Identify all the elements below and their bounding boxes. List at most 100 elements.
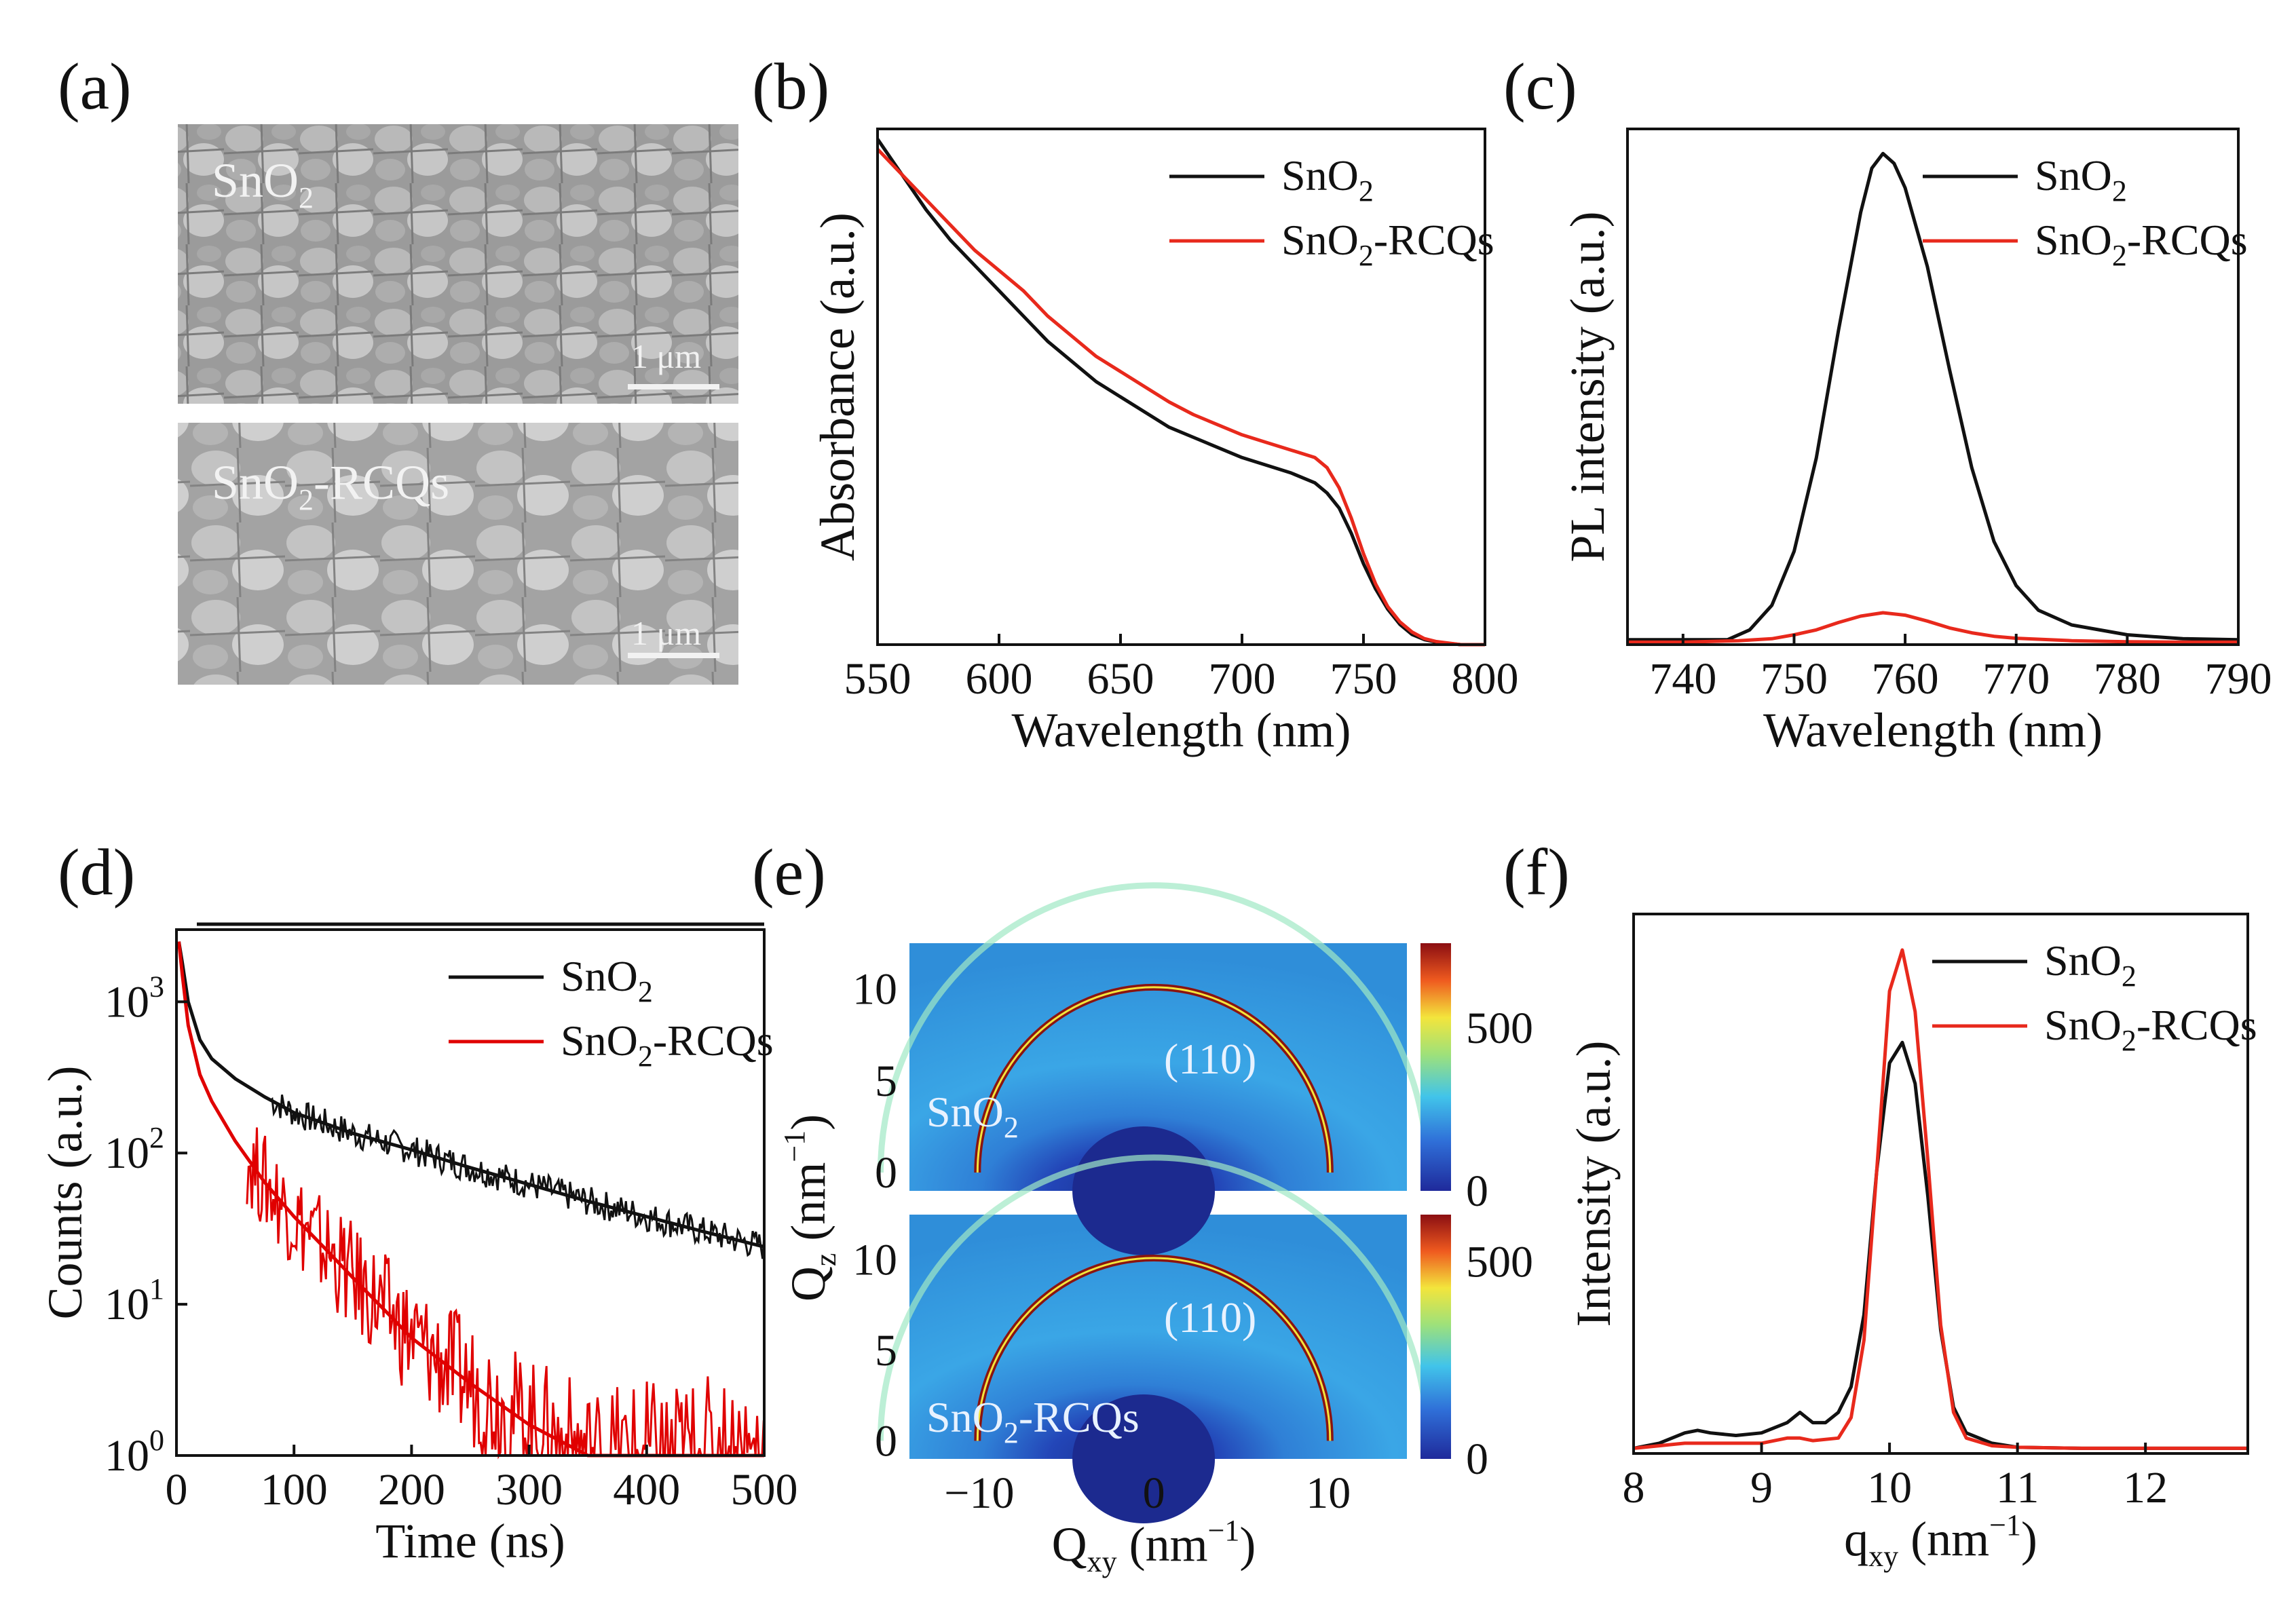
x-tick-label-b-3: 700 bbox=[1209, 654, 1276, 704]
legend-label-d-1: SnO2-RCQs bbox=[561, 1016, 774, 1073]
x-tick-label-c-1: 750 bbox=[1761, 654, 1828, 704]
x-tick-label-b-0: 550 bbox=[844, 654, 911, 704]
x-tick-label-b-2: 650 bbox=[1087, 654, 1154, 704]
colorbar-bottom bbox=[1420, 1215, 1451, 1459]
legend-label-b-0: SnO2 bbox=[1281, 151, 1374, 208]
x-axis-title-c: Wavelength (nm) bbox=[1763, 703, 2103, 757]
panel-d-label: (d) bbox=[58, 836, 135, 909]
x-tick-label-d-1: 100 bbox=[261, 1465, 328, 1515]
scale-bar-bottom bbox=[628, 653, 719, 658]
e-y-tick-label-0-2: 10 bbox=[852, 965, 897, 1014]
peak-label-top: (110) bbox=[1164, 1035, 1256, 1083]
e-y-tick-label-1-2: 10 bbox=[852, 1236, 897, 1285]
x-tick-label-c-4: 780 bbox=[2094, 654, 2161, 704]
panel-e-label: (e) bbox=[752, 836, 826, 909]
colorbar-top bbox=[1420, 943, 1451, 1191]
sem-top-label: SnO2 bbox=[212, 153, 314, 214]
plot-frame-b bbox=[876, 128, 1486, 646]
panel-b-label: (b) bbox=[752, 50, 829, 123]
e-x-tick-label-1: 0 bbox=[1143, 1468, 1165, 1518]
x-tick-label-c-0: 740 bbox=[1649, 654, 1716, 704]
legend-label-f-0: SnO2 bbox=[2044, 936, 2137, 993]
y-tick-label-d-1: 101 bbox=[105, 1272, 164, 1329]
x-tick-label-c-5: 790 bbox=[2205, 654, 2272, 704]
panel-a: (a) SnO2 SnO2-RCQs 1 μm 1 μm bbox=[58, 50, 738, 685]
e-x-tick-label-2: 10 bbox=[1306, 1468, 1351, 1518]
x-tick-label-d-3: 300 bbox=[495, 1465, 563, 1515]
x-tick-label-b-1: 600 bbox=[966, 654, 1033, 704]
series-noise-d-0 bbox=[269, 1095, 766, 1259]
x-tick-label-d-4: 400 bbox=[613, 1465, 680, 1515]
ring-110-core-1 bbox=[976, 1257, 1332, 1441]
series-line-f-1 bbox=[1633, 948, 2248, 1450]
e-x-axis-title: Qxy (nm−1) bbox=[1052, 1514, 1256, 1578]
series-line-c-0 bbox=[1627, 151, 2239, 642]
sem-bottom-label: SnO2-RCQs bbox=[212, 455, 449, 516]
x-axis-title-f: qxy (nm−1) bbox=[1844, 1508, 2037, 1573]
giwaxs-top-label: SnO2 bbox=[926, 1088, 1019, 1144]
y-axis-title-d: Counts (a.u.) bbox=[38, 1066, 92, 1320]
panel-e: (e) (110) (110) SnO2 SnO2-RCQs 0 5 10 0 500 0… bbox=[752, 836, 1533, 1578]
x-tick-label-f-3: 11 bbox=[1996, 1463, 2039, 1513]
y-tick-label-d-2: 102 bbox=[105, 1121, 164, 1178]
y-axis-title-b: Absorbance (a.u.) bbox=[810, 212, 865, 561]
panel-a-label: (a) bbox=[58, 50, 132, 123]
e-colorbar-tick-1-0: 0 bbox=[1466, 1434, 1488, 1484]
series-noise-path-d-0 bbox=[269, 1095, 766, 1259]
plot-frame-d bbox=[175, 928, 766, 1457]
x-tick-label-c-3: 770 bbox=[1982, 654, 2050, 704]
legend-label-f-1: SnO2-RCQs bbox=[2044, 1001, 2257, 1057]
x-tick-label-f-2: 10 bbox=[1867, 1463, 1912, 1513]
ring-110-core-0 bbox=[976, 986, 1332, 1173]
e-y-tick-label-0-0: 0 bbox=[875, 1148, 897, 1198]
e-y-tick-label-1-1: 5 bbox=[875, 1326, 897, 1375]
panel-b: (b) 550 600 650 700 750 800 Wavelength (nm) Abso… bbox=[752, 50, 1519, 757]
x-tick-label-c-2: 760 bbox=[1872, 654, 1939, 704]
series-line-f-0 bbox=[1633, 1040, 2248, 1450]
e-colorbar-tick-0-1: 500 bbox=[1466, 1004, 1533, 1053]
legend-label-b-1: SnO2-RCQs bbox=[1281, 216, 1494, 272]
x-tick-label-b-4: 750 bbox=[1330, 654, 1397, 704]
e-y-tick-label-0-1: 5 bbox=[875, 1057, 897, 1106]
giwaxs-bottom-label: SnO2-RCQs bbox=[926, 1393, 1140, 1449]
scale-bar-label-top: 1 μm bbox=[631, 337, 701, 375]
x-tick-label-f-1: 9 bbox=[1750, 1463, 1773, 1513]
y-axis-title-f: Intensity (a.u.) bbox=[1566, 1041, 1621, 1327]
outer-ring-0 bbox=[877, 882, 1431, 1173]
legend-label-d-0: SnO2 bbox=[561, 952, 653, 1008]
y-tick-label-d-3: 103 bbox=[105, 970, 164, 1027]
y-axis-title-c: PL intensity (a.u.) bbox=[1560, 211, 1615, 562]
x-axis-title-d: Time (ns) bbox=[375, 1514, 565, 1568]
y-tick-label-d-0: 100 bbox=[105, 1424, 164, 1481]
scale-bar-top bbox=[628, 384, 719, 389]
series-line-c-1 bbox=[1627, 611, 2238, 644]
x-tick-label-d-5: 500 bbox=[731, 1465, 798, 1515]
panel-f-label: (f) bbox=[1503, 836, 1570, 909]
plot-frame-c bbox=[1626, 128, 2240, 646]
x-tick-label-b-5: 800 bbox=[1452, 654, 1519, 704]
legend-label-c-1: SnO2-RCQs bbox=[2035, 216, 2248, 272]
sem-image-bottom bbox=[178, 423, 738, 685]
e-y-tick-label-1-0: 0 bbox=[875, 1416, 897, 1466]
panel-c: (c) 740 750 760 770 780 790 Wavelength (nm) PL i… bbox=[1503, 50, 2272, 757]
e-y-axis-title: Qz (nm−1) bbox=[778, 1114, 842, 1301]
e-colorbar-tick-1-1: 500 bbox=[1466, 1238, 1533, 1287]
plot-frame-f bbox=[1632, 913, 2249, 1455]
legend-label-c-0: SnO2 bbox=[2035, 151, 2127, 208]
panel-f: (f) 8 9 10 11 12 qxy (nm−1) Intensity (a.u.) SnO… bbox=[1503, 836, 2257, 1573]
beam-stop-1 bbox=[1072, 1394, 1216, 1523]
outer-ring-1 bbox=[877, 1154, 1431, 1441]
x-tick-label-f-0: 8 bbox=[1623, 1463, 1645, 1513]
panel-c-label: (c) bbox=[1503, 50, 1577, 123]
x-axis-title-b: Wavelength (nm) bbox=[1011, 703, 1351, 757]
x-tick-label-d-2: 200 bbox=[378, 1465, 445, 1515]
x-tick-label-d-0: 0 bbox=[166, 1465, 188, 1515]
e-x-tick-label-0: −10 bbox=[944, 1468, 1014, 1518]
peak-label-bottom: (110) bbox=[1164, 1293, 1256, 1342]
x-tick-label-f-4: 12 bbox=[2123, 1463, 2168, 1513]
sem-image-top bbox=[178, 124, 738, 404]
series-line-b-0 bbox=[876, 138, 1485, 647]
beam-stop-0 bbox=[1072, 1126, 1216, 1255]
